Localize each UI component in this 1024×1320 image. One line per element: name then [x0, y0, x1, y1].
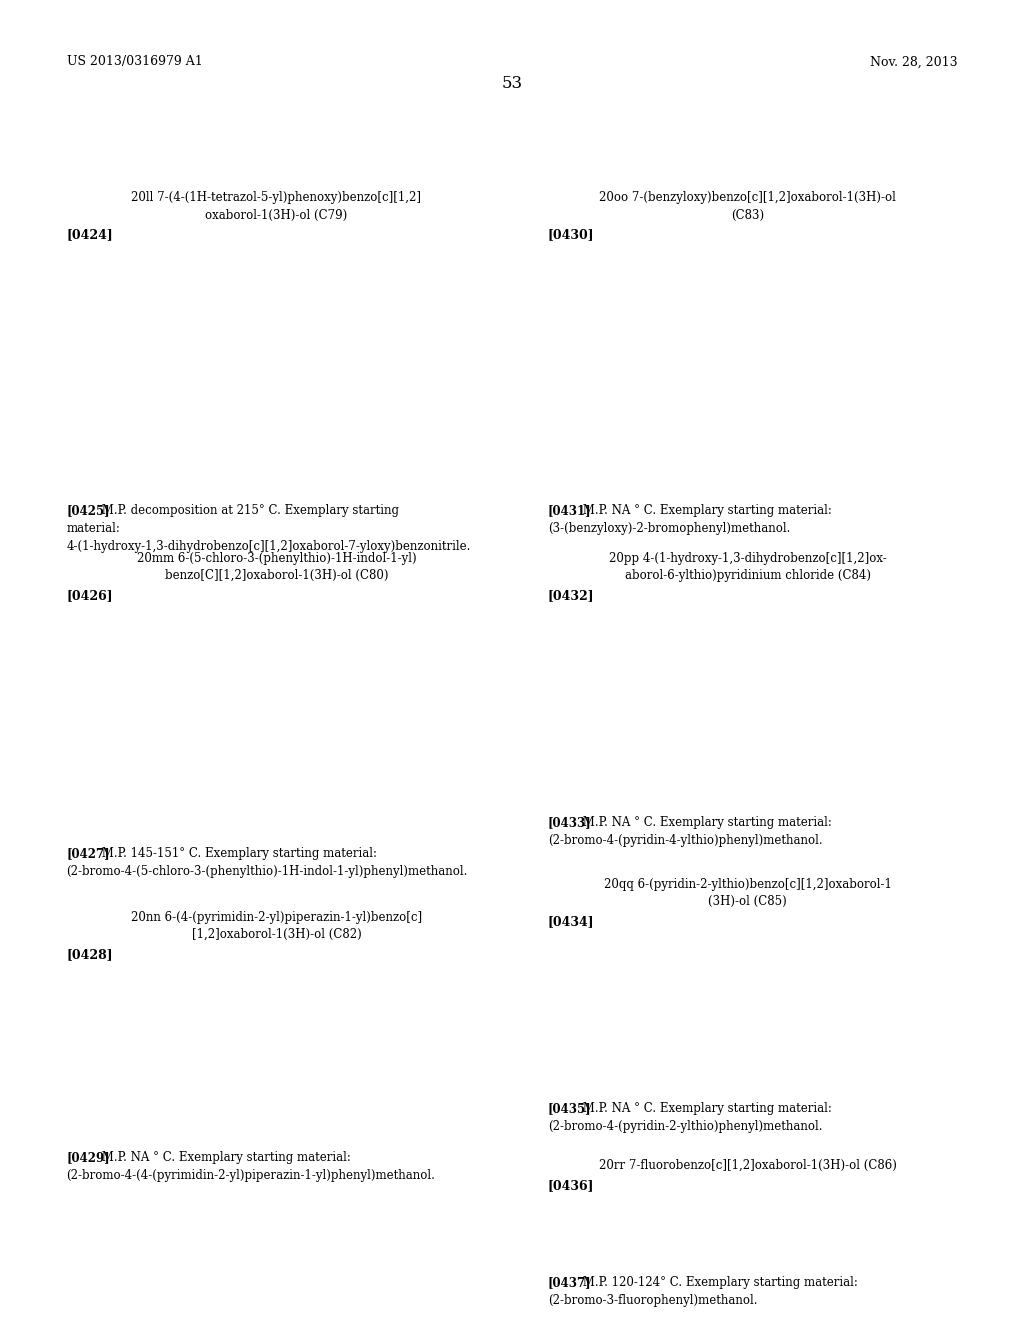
Text: [0426]: [0426] [67, 589, 114, 602]
Text: 20rr 7-fluorobenzo[c][1,2]oxaborol-1(3H)-ol (C86): 20rr 7-fluorobenzo[c][1,2]oxaborol-1(3H)… [599, 1159, 896, 1172]
Text: [0430]: [0430] [548, 228, 595, 242]
Text: 20qq 6-(pyridin-2-ylthio)benzo[c][1,2]oxaborol-1: 20qq 6-(pyridin-2-ylthio)benzo[c][1,2]ox… [603, 878, 892, 891]
Text: [0432]: [0432] [548, 589, 595, 602]
Text: M.P. NA ° C. Exemplary starting material:: M.P. NA ° C. Exemplary starting material… [579, 816, 831, 829]
Text: (C83): (C83) [731, 209, 764, 222]
Text: [1,2]oxaborol-1(3H)-ol (C82): [1,2]oxaborol-1(3H)-ol (C82) [191, 928, 361, 941]
Text: M.P. NA ° C. Exemplary starting material:: M.P. NA ° C. Exemplary starting material… [579, 1102, 831, 1115]
Text: (3-(benzyloxy)-2-bromophenyl)methanol.: (3-(benzyloxy)-2-bromophenyl)methanol. [548, 521, 791, 535]
Text: (3H)-ol (C85): (3H)-ol (C85) [709, 895, 786, 908]
Text: 20ll 7-(4-(1H-tetrazol-5-yl)phenoxy)benzo[c][1,2]: 20ll 7-(4-(1H-tetrazol-5-yl)phenoxy)benz… [131, 191, 422, 205]
Text: 53: 53 [502, 75, 522, 92]
Text: (2-bromo-4-(pyridin-2-ylthio)phenyl)methanol.: (2-bromo-4-(pyridin-2-ylthio)phenyl)meth… [548, 1119, 822, 1133]
Text: [0434]: [0434] [548, 915, 595, 928]
Text: [0435]: [0435] [548, 1102, 592, 1115]
Text: (2-bromo-4-(4-(pyrimidin-2-yl)piperazin-1-yl)phenyl)methanol.: (2-bromo-4-(4-(pyrimidin-2-yl)piperazin-… [67, 1170, 435, 1181]
Text: [0428]: [0428] [67, 948, 114, 961]
Text: 20mm 6-(5-chloro-3-(phenylthio)-1H-indol-1-yl): 20mm 6-(5-chloro-3-(phenylthio)-1H-indol… [136, 552, 417, 565]
Text: 4-(1-hydroxy-1,3-dihydrobenzo[c][1,2]oxaborol-7-yloxy)benzonitrile.: 4-(1-hydroxy-1,3-dihydrobenzo[c][1,2]oxa… [67, 540, 471, 553]
Text: (2-bromo-4-(5-chloro-3-(phenylthio)-1H-indol-1-yl)phenyl)methanol.: (2-bromo-4-(5-chloro-3-(phenylthio)-1H-i… [67, 866, 468, 878]
Text: M.P. decomposition at 215° C. Exemplary starting: M.P. decomposition at 215° C. Exemplary … [97, 504, 398, 517]
Text: [0427]: [0427] [67, 847, 111, 861]
Text: M.P. NA ° C. Exemplary starting material:: M.P. NA ° C. Exemplary starting material… [97, 1151, 350, 1164]
Text: 20pp 4-(1-hydroxy-1,3-dihydrobenzo[c][1,2]ox-: 20pp 4-(1-hydroxy-1,3-dihydrobenzo[c][1,… [608, 552, 887, 565]
Text: M.P. 120-124° C. Exemplary starting material:: M.P. 120-124° C. Exemplary starting mate… [579, 1276, 858, 1290]
Text: Nov. 28, 2013: Nov. 28, 2013 [869, 55, 957, 69]
Text: (2-bromo-3-fluorophenyl)methanol.: (2-bromo-3-fluorophenyl)methanol. [548, 1294, 758, 1307]
Text: (2-bromo-4-(pyridin-4-ylthio)phenyl)methanol.: (2-bromo-4-(pyridin-4-ylthio)phenyl)meth… [548, 834, 822, 846]
Text: oxaborol-1(3H)-ol (C79): oxaborol-1(3H)-ol (C79) [206, 209, 347, 222]
Text: [0425]: [0425] [67, 504, 111, 517]
Text: [0429]: [0429] [67, 1151, 111, 1164]
Text: [0433]: [0433] [548, 816, 592, 829]
Text: aborol-6-ylthio)pyridinium chloride (C84): aborol-6-ylthio)pyridinium chloride (C84… [625, 569, 870, 582]
Text: [0436]: [0436] [548, 1179, 594, 1192]
Text: M.P. 145-151° C. Exemplary starting material:: M.P. 145-151° C. Exemplary starting mate… [97, 847, 377, 861]
Text: [0437]: [0437] [548, 1276, 592, 1290]
Text: 20oo 7-(benzyloxy)benzo[c][1,2]oxaborol-1(3H)-ol: 20oo 7-(benzyloxy)benzo[c][1,2]oxaborol-… [599, 191, 896, 205]
Text: US 2013/0316979 A1: US 2013/0316979 A1 [67, 55, 203, 69]
Text: [0431]: [0431] [548, 504, 592, 517]
Text: M.P. NA ° C. Exemplary starting material:: M.P. NA ° C. Exemplary starting material… [579, 504, 831, 517]
Text: material:: material: [67, 521, 121, 535]
Text: [0424]: [0424] [67, 228, 114, 242]
Text: benzo[C][1,2]oxaborol-1(3H)-ol (C80): benzo[C][1,2]oxaborol-1(3H)-ol (C80) [165, 569, 388, 582]
Text: 20nn 6-(4-(pyrimidin-2-yl)piperazin-1-yl)benzo[c]: 20nn 6-(4-(pyrimidin-2-yl)piperazin-1-yl… [131, 911, 422, 924]
